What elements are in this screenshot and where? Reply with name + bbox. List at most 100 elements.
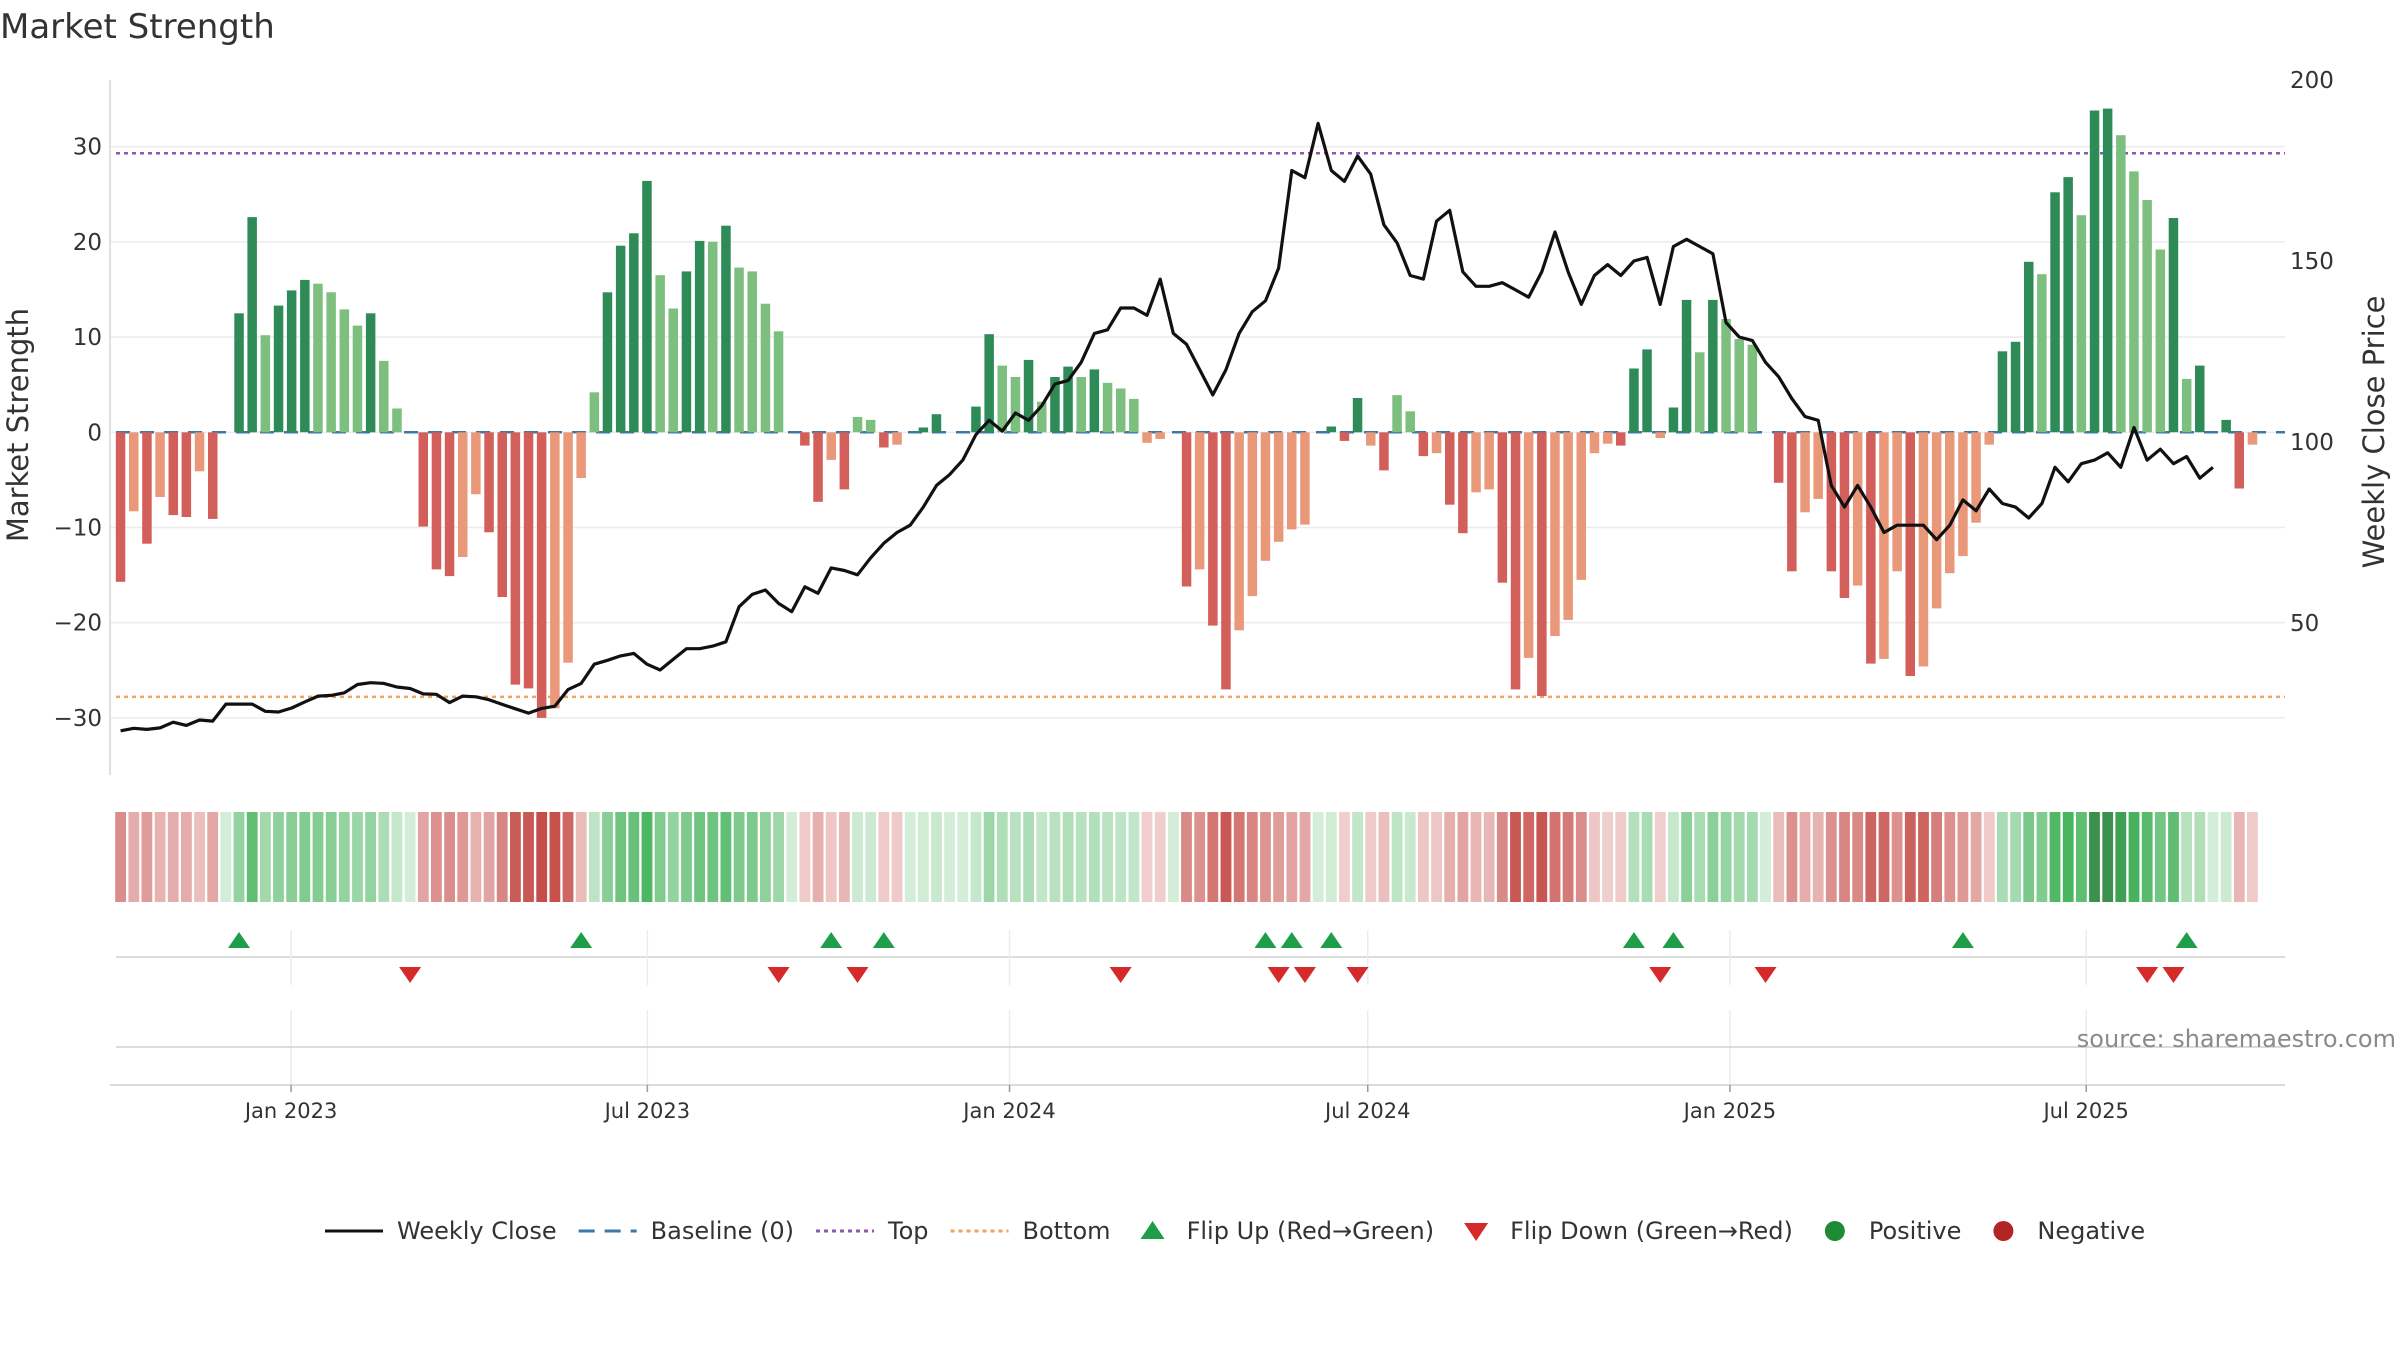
y-tick-label-left: 20 [73, 230, 102, 256]
heat-cell [1852, 812, 1864, 902]
heat-cell [1365, 812, 1377, 902]
flip-up-marker [1662, 932, 1685, 948]
heat-cell [2023, 812, 2035, 902]
flip-down-marker [767, 967, 790, 983]
heat-cell [1931, 812, 1942, 902]
strength-bars [115, 108, 2258, 718]
strength-bar [392, 408, 402, 433]
strength-bar [1445, 432, 1455, 505]
strength-bar [2037, 274, 2047, 433]
heat-cell [1023, 812, 1034, 902]
heat-cell [825, 812, 837, 902]
legend-item: Baseline (0) [578, 1217, 794, 1245]
heat-cell [2102, 812, 2114, 902]
strength-bar [1339, 432, 1350, 441]
heat-cell [983, 812, 995, 902]
heat-cell [746, 812, 758, 902]
heat-cell [1260, 812, 1271, 902]
heat-cell [299, 812, 311, 902]
x-tick-label: Jul 2024 [1323, 1099, 1410, 1123]
flip-down-marker [2136, 967, 2159, 983]
heat-cell [1128, 812, 1140, 902]
strength-bar [615, 245, 626, 433]
heat-cell [1918, 812, 1929, 902]
strength-bar [2168, 218, 2179, 433]
strength-bar [1155, 432, 1165, 439]
heat-cell [1733, 812, 1745, 902]
strength-bar [1866, 432, 1876, 664]
strength-bar [1655, 432, 1665, 438]
heat-cell [1444, 812, 1456, 902]
y-tick-label-right: 200 [2290, 68, 2334, 94]
legend-swatch-circle [1824, 1221, 1845, 1241]
heat-cell [2049, 812, 2061, 902]
strength-bar [181, 432, 192, 517]
heat-cell [970, 812, 982, 902]
heat-cell [246, 812, 258, 902]
strength-bar [747, 271, 757, 433]
y-tick-label-left: 0 [87, 420, 102, 446]
strength-bar [2181, 378, 2192, 433]
strength-bar [1945, 432, 1955, 574]
strength-bar [510, 432, 521, 685]
heat-cell [260, 812, 271, 902]
heat-cell [1036, 812, 1048, 902]
heat-cell [549, 812, 561, 902]
strength-bar [931, 414, 942, 433]
strength-bar [1471, 432, 1481, 493]
y-tick-label-left: −10 [53, 515, 102, 541]
heat-cell [1536, 812, 1548, 902]
heat-cell [681, 812, 692, 902]
strength-bar [1813, 432, 1823, 499]
strength-bar [1431, 432, 1442, 454]
strength-bar [300, 279, 310, 433]
heat-cell [1523, 812, 1535, 902]
heat-cell [1457, 812, 1469, 902]
heat-cell [1233, 812, 1245, 902]
strength-bar [471, 432, 481, 495]
heat-cell [2062, 812, 2074, 902]
heat-cell [996, 812, 1008, 902]
y-tick-label-left: 10 [73, 325, 102, 351]
heat-cell [707, 812, 719, 902]
heat-cell [654, 812, 666, 902]
heat-cell [2207, 812, 2219, 902]
strength-bar [1589, 432, 1600, 454]
heat-cell [1299, 812, 1311, 902]
strength-bar [326, 292, 336, 433]
heat-cell [496, 812, 508, 902]
strength-bar [773, 331, 784, 433]
strength-bar [208, 432, 218, 519]
strength-bar [2050, 192, 2060, 433]
heat-cell [431, 812, 442, 902]
heat-cell [588, 812, 600, 902]
strength-bar [1208, 432, 1218, 626]
legend-label: Baseline (0) [651, 1217, 794, 1245]
heat-cell [1997, 812, 2008, 902]
strength-bar [1194, 432, 1205, 570]
legend-label: Bottom [1023, 1217, 1111, 1245]
strength-bar [2102, 108, 2113, 433]
strength-bar [1497, 432, 1508, 583]
heat-cell [378, 812, 390, 902]
heat-cell [1681, 812, 1692, 902]
heat-cell [1720, 812, 1732, 902]
strength-bar [1050, 377, 1060, 433]
strength-bar [655, 275, 665, 433]
flip-markers-panel [116, 930, 2285, 985]
heat-cell [325, 812, 337, 902]
heat-cell [2115, 812, 2127, 902]
flip-up-marker [1254, 932, 1277, 948]
strength-bar [1958, 432, 1968, 557]
strength-bar [2221, 419, 2231, 433]
strength-bar [892, 432, 902, 445]
heat-cell [1668, 812, 1679, 902]
heat-cell [483, 812, 495, 902]
strength-bar [1089, 369, 1100, 433]
heat-cell [2194, 812, 2206, 902]
strength-bar [1537, 432, 1547, 696]
strength-bar [852, 417, 863, 433]
heat-cell [944, 812, 955, 902]
heat-cell [233, 812, 245, 902]
